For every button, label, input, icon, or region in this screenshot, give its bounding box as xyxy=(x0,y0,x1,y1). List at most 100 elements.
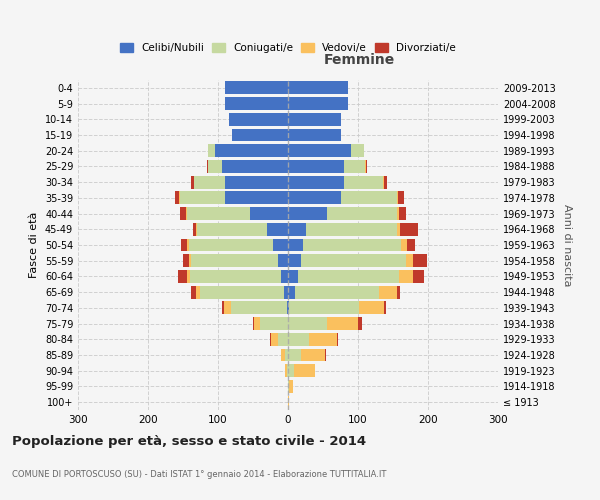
Bar xyxy=(304,238,401,252)
Bar xyxy=(230,302,287,314)
Bar xyxy=(383,176,384,188)
Bar xyxy=(295,286,379,298)
Bar xyxy=(379,286,397,298)
Bar xyxy=(267,223,288,235)
Bar xyxy=(309,333,337,345)
Bar xyxy=(384,176,388,188)
Bar xyxy=(288,128,341,141)
Text: COMUNE DI PORTOSCUSO (SU) - Dati ISTAT 1° gennaio 2014 - Elaborazione TUTTITALIA: COMUNE DI PORTOSCUSO (SU) - Dati ISTAT 1… xyxy=(12,470,386,479)
Bar xyxy=(358,317,361,330)
Bar xyxy=(225,176,288,188)
Bar xyxy=(178,270,187,283)
Bar xyxy=(301,254,406,267)
Bar xyxy=(344,176,383,188)
Bar xyxy=(400,223,418,235)
Bar xyxy=(272,238,288,252)
Bar xyxy=(288,113,341,126)
Bar xyxy=(298,270,400,283)
Bar xyxy=(288,223,305,235)
Bar xyxy=(365,160,366,173)
Bar xyxy=(397,192,398,204)
Bar xyxy=(196,286,200,298)
Bar xyxy=(260,317,288,330)
Bar xyxy=(183,254,188,267)
Bar xyxy=(225,192,288,204)
Bar xyxy=(250,207,288,220)
Bar xyxy=(325,348,326,362)
Bar xyxy=(229,113,288,126)
Bar xyxy=(288,97,347,110)
Bar xyxy=(288,348,301,362)
Bar xyxy=(196,223,197,235)
Bar xyxy=(253,317,254,330)
Bar xyxy=(285,364,287,377)
Bar xyxy=(288,302,289,314)
Bar xyxy=(398,207,406,220)
Bar xyxy=(326,317,358,330)
Bar xyxy=(254,317,260,330)
Bar xyxy=(288,82,347,94)
Bar xyxy=(384,302,386,314)
Bar xyxy=(288,270,298,283)
Bar xyxy=(293,364,314,377)
Bar xyxy=(366,160,367,173)
Bar xyxy=(222,302,224,314)
Bar xyxy=(225,97,288,110)
Bar xyxy=(187,270,190,283)
Text: Popolazione per età, sesso e stato civile - 2014: Popolazione per età, sesso e stato civil… xyxy=(12,435,366,448)
Y-axis label: Anni di nascita: Anni di nascita xyxy=(562,204,572,286)
Text: Femmine: Femmine xyxy=(324,53,395,67)
Bar xyxy=(406,254,413,267)
Bar xyxy=(288,176,344,188)
Bar xyxy=(200,286,284,298)
Bar xyxy=(208,144,215,157)
Bar xyxy=(197,223,267,235)
Bar xyxy=(341,192,397,204)
Bar xyxy=(225,82,288,94)
Bar xyxy=(288,286,295,298)
Bar xyxy=(179,192,225,204)
Bar xyxy=(181,238,187,252)
Bar xyxy=(190,270,281,283)
Bar xyxy=(281,270,288,283)
Bar xyxy=(289,302,359,314)
Bar xyxy=(288,144,351,157)
Bar xyxy=(187,238,188,252)
Bar xyxy=(337,333,338,345)
Bar xyxy=(413,254,427,267)
Bar xyxy=(305,223,397,235)
Bar xyxy=(281,348,284,362)
Bar xyxy=(288,238,304,252)
Bar xyxy=(208,160,221,173)
Bar xyxy=(191,286,196,298)
Bar xyxy=(359,302,384,314)
Bar xyxy=(187,207,250,220)
Bar xyxy=(188,254,191,267)
Bar xyxy=(277,333,288,345)
Bar xyxy=(188,238,272,252)
Bar xyxy=(289,380,293,393)
Bar xyxy=(288,364,293,377)
Bar xyxy=(398,192,404,204)
Bar xyxy=(232,128,288,141)
Bar xyxy=(288,160,344,173)
Bar xyxy=(413,270,424,283)
Bar xyxy=(400,270,413,283)
Bar xyxy=(287,364,288,377)
Bar xyxy=(397,286,400,298)
Bar xyxy=(288,207,326,220)
Bar xyxy=(344,160,365,173)
Bar xyxy=(278,254,288,267)
Bar xyxy=(288,192,341,204)
Bar xyxy=(215,144,288,157)
Bar xyxy=(207,160,208,173)
Bar xyxy=(270,333,271,345)
Bar xyxy=(288,396,289,408)
Bar xyxy=(397,223,400,235)
Bar xyxy=(191,254,278,267)
Bar xyxy=(191,176,193,188)
Bar xyxy=(193,223,196,235)
Y-axis label: Fasce di età: Fasce di età xyxy=(29,212,39,278)
Bar xyxy=(407,238,415,252)
Bar xyxy=(401,238,407,252)
